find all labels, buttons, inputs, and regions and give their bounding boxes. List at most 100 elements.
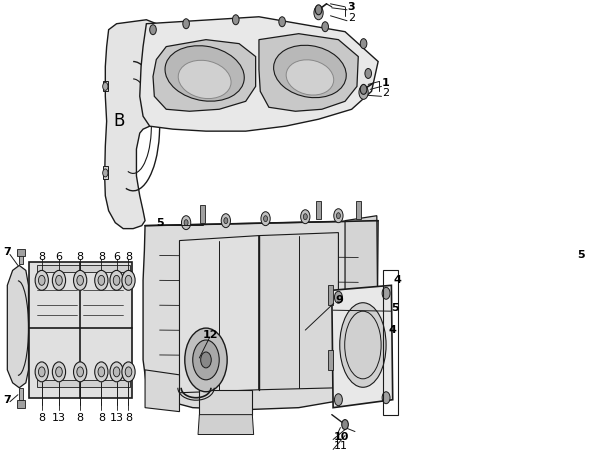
Circle shape [184, 219, 188, 226]
Circle shape [382, 392, 390, 404]
Circle shape [183, 19, 190, 28]
Polygon shape [19, 253, 23, 265]
Ellipse shape [178, 60, 231, 99]
Text: 11: 11 [334, 441, 348, 451]
Text: 1: 1 [382, 78, 390, 88]
Bar [328, 350, 333, 370]
Circle shape [303, 214, 307, 219]
Polygon shape [143, 221, 378, 409]
Polygon shape [179, 236, 259, 393]
Circle shape [39, 276, 45, 285]
Text: 8: 8 [98, 413, 105, 423]
Polygon shape [259, 34, 359, 111]
Text: 5: 5 [157, 218, 164, 228]
Circle shape [315, 5, 322, 15]
Circle shape [201, 352, 211, 368]
Circle shape [335, 394, 343, 406]
Bar [356, 201, 361, 218]
Circle shape [52, 270, 66, 290]
Circle shape [335, 291, 343, 303]
Text: 8: 8 [38, 253, 45, 263]
Circle shape [56, 367, 62, 377]
Polygon shape [104, 20, 183, 228]
Polygon shape [153, 39, 255, 111]
Circle shape [125, 367, 132, 377]
Polygon shape [37, 266, 130, 272]
Text: 3: 3 [348, 2, 356, 12]
Text: 13: 13 [109, 413, 123, 423]
Polygon shape [37, 380, 130, 387]
Ellipse shape [165, 46, 244, 101]
Circle shape [113, 367, 120, 377]
Circle shape [382, 287, 390, 299]
Polygon shape [332, 285, 393, 408]
Circle shape [193, 340, 219, 380]
Circle shape [150, 25, 157, 35]
Text: 2: 2 [382, 88, 389, 98]
Bar [316, 201, 321, 218]
Text: 8: 8 [77, 253, 84, 263]
Bar [17, 399, 25, 408]
Circle shape [122, 270, 135, 290]
Text: B: B [113, 112, 124, 130]
Text: 8: 8 [38, 413, 45, 423]
Text: 8: 8 [77, 413, 84, 423]
Circle shape [360, 85, 367, 95]
Circle shape [122, 362, 135, 382]
Circle shape [39, 367, 45, 377]
Circle shape [98, 276, 104, 285]
Bar [328, 285, 333, 305]
Circle shape [110, 270, 123, 290]
Circle shape [233, 15, 239, 25]
Circle shape [359, 86, 368, 99]
Text: 7: 7 [3, 395, 11, 405]
Circle shape [95, 270, 108, 290]
Circle shape [301, 210, 310, 224]
Circle shape [334, 209, 343, 223]
Circle shape [224, 218, 228, 224]
Polygon shape [345, 216, 378, 375]
Circle shape [365, 68, 371, 78]
Text: 8: 8 [125, 413, 132, 423]
Circle shape [322, 22, 328, 32]
Circle shape [98, 367, 104, 377]
Polygon shape [200, 390, 252, 415]
Bar [17, 248, 25, 256]
Circle shape [279, 17, 286, 27]
Circle shape [314, 6, 323, 20]
Polygon shape [28, 263, 132, 398]
Text: 4: 4 [394, 276, 402, 285]
Polygon shape [7, 266, 28, 388]
Text: 4: 4 [389, 325, 397, 335]
Text: 5: 5 [577, 250, 585, 260]
Circle shape [77, 367, 84, 377]
Text: 6: 6 [113, 253, 120, 263]
Text: 12: 12 [203, 330, 218, 340]
Circle shape [74, 362, 87, 382]
Text: 8: 8 [125, 253, 132, 263]
Circle shape [52, 362, 66, 382]
Polygon shape [145, 370, 179, 412]
Circle shape [113, 276, 120, 285]
Text: 2: 2 [348, 13, 355, 23]
Circle shape [125, 276, 132, 285]
Circle shape [103, 169, 108, 177]
Polygon shape [103, 166, 108, 179]
Ellipse shape [340, 303, 386, 387]
Circle shape [35, 362, 49, 382]
Bar [200, 205, 205, 223]
Polygon shape [103, 81, 108, 91]
Polygon shape [19, 388, 23, 399]
Circle shape [263, 216, 268, 222]
Circle shape [261, 212, 270, 226]
Text: 6: 6 [55, 253, 63, 263]
Circle shape [336, 213, 340, 219]
Circle shape [221, 214, 230, 228]
Polygon shape [140, 17, 378, 131]
Text: 7: 7 [3, 247, 11, 257]
Text: 13: 13 [52, 413, 66, 423]
Circle shape [95, 362, 108, 382]
Ellipse shape [286, 60, 333, 95]
Ellipse shape [274, 45, 346, 98]
Circle shape [77, 276, 84, 285]
